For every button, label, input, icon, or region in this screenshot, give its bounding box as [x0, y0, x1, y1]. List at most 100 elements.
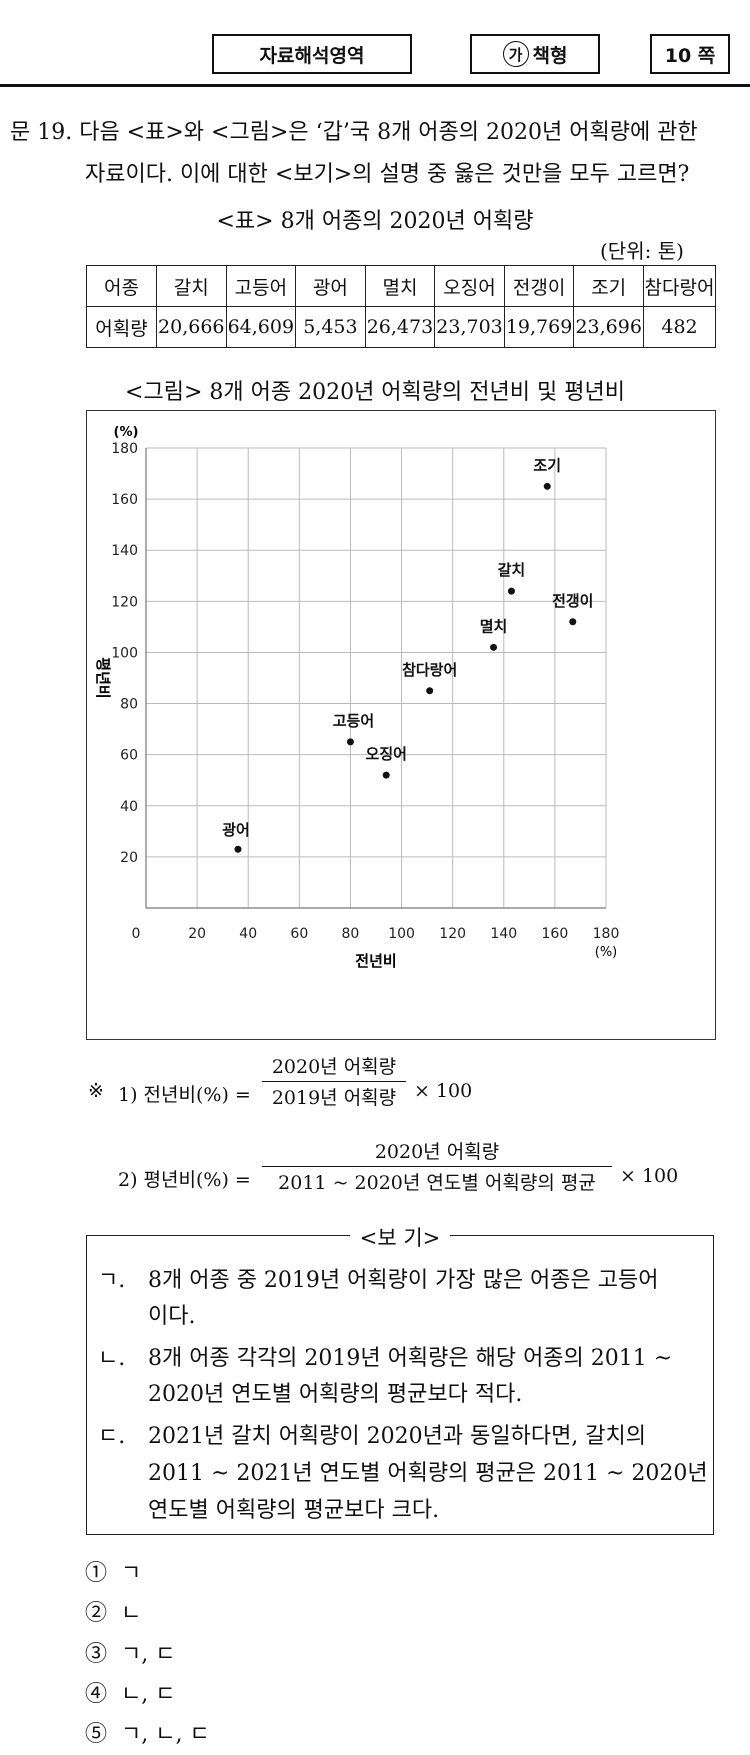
- y-tick-label: 120: [111, 594, 138, 610]
- choice-4[interactable]: ④ ㄴ, ㄷ: [85, 1676, 175, 1708]
- choice-5[interactable]: ⑤ ㄱ, ㄴ, ㄷ: [85, 1716, 210, 1748]
- table-value-cell: 5,453: [295, 306, 366, 348]
- data-point: [234, 845, 242, 853]
- table-value-cell: 64,609: [225, 306, 297, 348]
- y-tick-label: 80: [120, 697, 138, 713]
- table-species-cell: 오징어: [434, 265, 505, 307]
- y-axis-label: 평년비: [94, 657, 112, 698]
- question-line-1: 문 19. 다음 <표>와 <그림>은 ‘갑’국 8개 어종의 2020년 어획…: [10, 120, 698, 145]
- choice-text: ㄱ, ㄴ, ㄷ: [121, 1722, 210, 1747]
- table-value-cell: 26,473: [364, 306, 436, 348]
- data-point: [382, 771, 390, 779]
- note-2-multiplier: × 100: [620, 1165, 679, 1187]
- note-1-label: 1) 전년비(%) =: [118, 1084, 251, 1106]
- table-species-cell: 전갱이: [503, 265, 575, 307]
- y-tick-label: 60: [120, 748, 138, 764]
- page-box: 10 쪽: [650, 34, 730, 74]
- choice-number: ④: [85, 1682, 108, 1707]
- choice-1[interactable]: ① ㄱ: [85, 1555, 141, 1587]
- figure-title: <그림> 8개 어종 2020년 어획량의 전년비 및 평년비: [125, 380, 625, 405]
- subject-label: 자료해석영역: [259, 44, 365, 67]
- choice-number: ②: [85, 1601, 108, 1626]
- y-tick-label: 20: [120, 850, 138, 866]
- chart-frame: [86, 410, 716, 1040]
- bogi-item-mark: ㄱ.: [98, 1268, 126, 1293]
- booklet-box: 가 책형: [470, 34, 600, 74]
- bogi-item-text: 2021년 갈치 어획량이 2020년과 동일하다면, 갈치의: [148, 1424, 647, 1449]
- question-line-2: 자료이다. 이에 대한 <보기>의 설명 중 옳은 것만을 모두 고르면?: [85, 162, 690, 187]
- catch-table: 어종 갈치 고등어 광어 멸치 오징어 전갱이 조기 참다랑어 어획량 20,6…: [86, 265, 716, 348]
- table-value-cell: 23,703: [434, 306, 505, 348]
- table-header-row: 어종 갈치 고등어 광어 멸치 오징어 전갱이 조기 참다랑어: [86, 265, 716, 307]
- x-axis-unit: (%): [595, 945, 618, 960]
- note-1-multiplier: × 100: [414, 1080, 473, 1102]
- x-tick-label: 20: [188, 926, 206, 942]
- header-rule: [0, 84, 750, 87]
- chart-grid: [145, 447, 607, 909]
- data-point: [346, 738, 354, 746]
- choice-text: ㄴ: [121, 1601, 142, 1626]
- choice-text: ㄱ: [121, 1561, 142, 1586]
- bogi-item-text: 연도별 어획량의 평균보다 크다.: [148, 1498, 440, 1523]
- x-tick-label: 80: [342, 926, 360, 942]
- table-title: <표> 8개 어종의 2020년 어획량: [216, 209, 534, 234]
- table-value-cell: 20,666: [156, 306, 227, 348]
- choice-text: ㄱ, ㄷ: [121, 1642, 176, 1667]
- choice-number: ①: [85, 1561, 108, 1586]
- booklet-mark: 가: [502, 41, 529, 67]
- bogi-title: <보 기>: [350, 1222, 450, 1252]
- data-point-label: 갈치: [498, 561, 526, 579]
- data-point-label: 광어: [222, 821, 250, 839]
- bogi-item-text: 이다.: [148, 1304, 196, 1329]
- y-tick-label: 40: [120, 799, 138, 815]
- x-tick-label: 140: [490, 926, 517, 942]
- x-tick-label: 180: [593, 926, 620, 942]
- x-tick-label: 120: [439, 926, 466, 942]
- note-2-label: 2) 평년비(%) =: [118, 1169, 251, 1191]
- y-tick-label: 160: [111, 492, 138, 508]
- bogi-item-mark: ㄴ.: [98, 1346, 126, 1371]
- data-point: [569, 618, 577, 626]
- x-tick-label: 0: [132, 926, 141, 942]
- choice-2[interactable]: ② ㄴ: [85, 1595, 141, 1627]
- choice-3[interactable]: ③ ㄱ, ㄷ: [85, 1636, 175, 1668]
- page-number: 10 쪽: [664, 44, 716, 67]
- data-point: [426, 687, 434, 695]
- bogi-item-mark: ㄷ.: [98, 1424, 126, 1449]
- table-value-cell: 19,769: [503, 306, 575, 348]
- note-2-numerator: 2020년 어획량: [262, 1137, 612, 1167]
- data-point: [490, 643, 498, 651]
- bogi-item-text: 2011 ~ 2021년 연도별 어획량의 평균은 2011 ~ 2020년: [148, 1461, 708, 1486]
- bogi-item-text: 2020년 연도별 어획량의 평균보다 적다.: [148, 1382, 523, 1407]
- booklet-label: 책형: [532, 44, 568, 67]
- choice-text: ㄴ, ㄷ: [121, 1682, 176, 1707]
- table-row-label: 어획량: [86, 306, 157, 348]
- chart-ticks: 0 20 40 60 80 100 120 140 160 180 20 40 60 80 100 120 14…: [111, 441, 619, 942]
- x-tick-label: 60: [290, 926, 308, 942]
- table-unit: (단위: 톤): [600, 239, 684, 263]
- table-value-cell: 482: [643, 306, 716, 348]
- table-species-cell: 고등어: [225, 265, 297, 307]
- data-point: [543, 482, 551, 490]
- x-axis-label: 전년비: [355, 952, 396, 970]
- choice-number: ③: [85, 1642, 108, 1667]
- note-1-denominator: 2019년 어획량: [271, 1087, 397, 1109]
- table-row: 어획량 20,666 64,609 5,453 26,473 23,703 19…: [86, 306, 716, 348]
- note-mark: ※: [88, 1080, 104, 1102]
- data-point-label: 고등어: [333, 712, 374, 730]
- bogi-item-text: 8개 어종 각각의 2019년 어획량은 해당 어종의 2011 ~: [148, 1346, 673, 1371]
- y-tick-label: 140: [111, 543, 138, 559]
- subject-box: 자료해석영역: [212, 34, 412, 74]
- bogi-item-text: 8개 어종 중 2019년 어획량이 가장 많은 어종은 고등어: [148, 1268, 659, 1293]
- table-species-cell: 광어: [295, 265, 366, 307]
- y-tick-label: 180: [111, 441, 138, 457]
- data-point-label: 조기: [533, 456, 561, 474]
- table-species-cell: 멸치: [364, 265, 436, 307]
- x-tick-label: 40: [239, 926, 257, 942]
- y-tick-label: 100: [111, 645, 138, 661]
- x-tick-label: 100: [388, 926, 415, 942]
- data-point-label: 멸치: [480, 617, 508, 635]
- table-value-cell: 23,696: [573, 306, 644, 348]
- y-axis-unit: (%): [114, 425, 139, 440]
- x-tick-label: 160: [542, 926, 569, 942]
